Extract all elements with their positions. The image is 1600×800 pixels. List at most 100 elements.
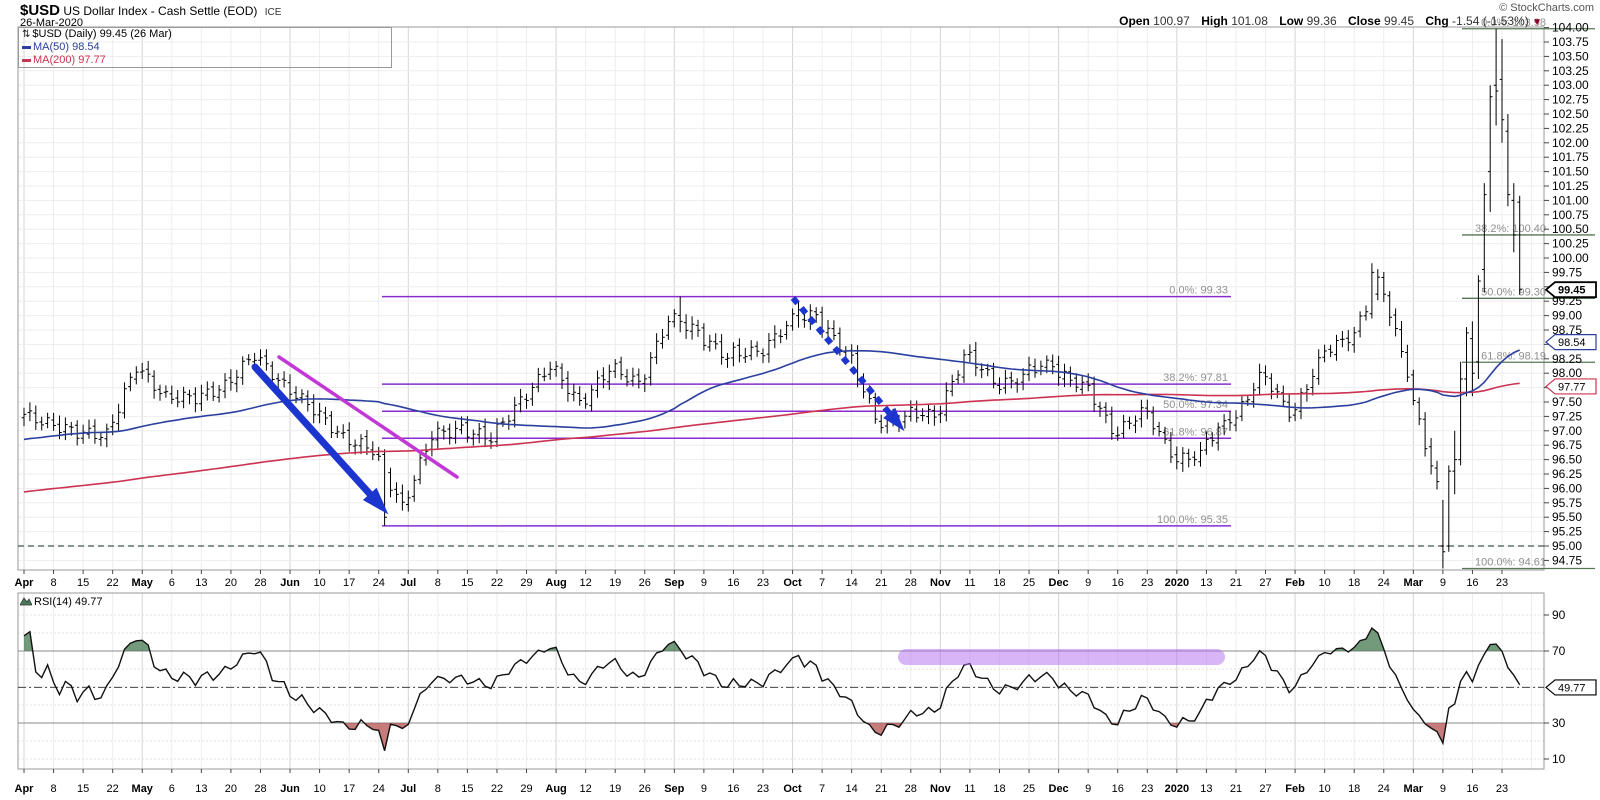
svg-text:24: 24: [373, 577, 385, 589]
svg-text:15: 15: [77, 783, 89, 795]
svg-text:13: 13: [195, 783, 207, 795]
svg-text:Feb: Feb: [1285, 577, 1305, 589]
close-value: 99.45: [1384, 14, 1415, 28]
down-triangle-icon: ▼: [1532, 17, 1542, 28]
fib-retracement-green: 0.0%: 103.98 38.2%: 100.40 50.0%: 99.30 61.…: [1462, 17, 1595, 570]
svg-text:22: 22: [491, 783, 503, 795]
may-june-decline-arrow: [251, 363, 382, 507]
copyright: © StockCharts.com: [1499, 2, 1594, 14]
svg-text:10: 10: [313, 577, 325, 589]
svg-text:29: 29: [520, 577, 532, 589]
svg-text:96.25: 96.25: [1552, 467, 1582, 481]
svg-text:95.50: 95.50: [1552, 510, 1582, 524]
rsi-value-badge: [1545, 679, 1597, 696]
svg-text:9: 9: [701, 577, 707, 589]
svg-text:9: 9: [1085, 577, 1091, 589]
svg-text:24: 24: [1378, 577, 1390, 589]
ma200: [23, 382, 1520, 493]
svg-text:Nov: Nov: [930, 577, 952, 589]
svg-text:0.0%: 99.33: 0.0%: 99.33: [1169, 285, 1228, 297]
svg-text:103.75: 103.75: [1552, 35, 1589, 49]
ma200-value-badge: [1545, 378, 1597, 395]
svg-text:96.00: 96.00: [1552, 481, 1582, 495]
ma50-swatch-icon: [22, 45, 31, 49]
instrument-label: $USD (Daily) 99.45 (26 Mar): [32, 28, 172, 40]
svg-text:12: 12: [580, 783, 592, 795]
svg-text:18: 18: [993, 783, 1005, 795]
svg-text:13: 13: [195, 577, 207, 589]
svg-text:99.45: 99.45: [1558, 285, 1586, 297]
ma200-swatch-icon: [22, 58, 31, 62]
svg-text:97.77: 97.77: [1558, 381, 1586, 393]
svg-text:19: 19: [609, 783, 621, 795]
svg-text:95.75: 95.75: [1552, 496, 1582, 510]
svg-text:Nov: Nov: [930, 783, 952, 795]
svg-text:28: 28: [254, 783, 266, 795]
svg-text:Dec: Dec: [1049, 783, 1069, 795]
svg-text:38.2%: 100.40: 38.2%: 100.40: [1475, 223, 1546, 235]
svg-text:28: 28: [905, 783, 917, 795]
svg-text:102.75: 102.75: [1552, 93, 1589, 107]
chart-title: US Dollar Index - Cash Settle (EOD): [63, 4, 258, 18]
svg-text:23: 23: [1496, 783, 1508, 795]
svg-text:8: 8: [50, 783, 56, 795]
svg-text:104.00: 104.00: [1552, 21, 1589, 35]
svg-text:7: 7: [819, 577, 825, 589]
chart-header: $USD US Dollar Index - Cash Settle (EOD)…: [20, 2, 281, 19]
svg-text:2020: 2020: [1165, 577, 1189, 589]
exchange: ICE: [264, 7, 282, 18]
rsi-overbought-fill: [24, 628, 1520, 651]
svg-text:Apr: Apr: [15, 577, 35, 589]
svg-text:11: 11: [964, 783, 975, 795]
svg-text:14: 14: [846, 577, 858, 589]
svg-text:16: 16: [1112, 577, 1124, 589]
svg-text:23: 23: [757, 577, 769, 589]
svg-text:103.50: 103.50: [1552, 49, 1589, 63]
open-label: Open: [1119, 14, 1150, 28]
svg-text:100.25: 100.25: [1552, 237, 1589, 251]
chg-label: Chg: [1425, 14, 1449, 28]
svg-text:25: 25: [1023, 783, 1035, 795]
svg-text:Jul: Jul: [400, 577, 416, 589]
svg-text:Mar: Mar: [1404, 783, 1424, 795]
svg-text:24: 24: [373, 783, 385, 795]
svg-text:Feb: Feb: [1285, 783, 1305, 795]
svg-text:May: May: [132, 783, 154, 795]
svg-text:9: 9: [1440, 577, 1446, 589]
high-value: 101.08: [1231, 14, 1268, 28]
svg-text:9: 9: [1085, 783, 1091, 795]
svg-text:Aug: Aug: [545, 783, 566, 795]
svg-text:25: 25: [1023, 577, 1035, 589]
svg-text:22: 22: [107, 783, 119, 795]
svg-text:10: 10: [1552, 752, 1566, 766]
chart-date: 26-Mar-2020: [20, 17, 83, 29]
svg-text:Dec: Dec: [1049, 577, 1069, 589]
svg-text:20: 20: [225, 577, 237, 589]
price-legend: ⇅ $USD (Daily) 99.45 (26 Mar) MA(50) 98.5…: [18, 27, 392, 68]
svg-text:100.0%: 94.61: 100.0%: 94.61: [1475, 556, 1546, 568]
svg-text:26: 26: [639, 577, 651, 589]
svg-text:90: 90: [1552, 608, 1566, 622]
svg-text:16: 16: [1112, 783, 1124, 795]
svg-text:23: 23: [1496, 577, 1508, 589]
svg-text:12: 12: [580, 577, 592, 589]
svg-text:22: 22: [107, 577, 119, 589]
svg-text:Oct: Oct: [783, 577, 802, 589]
svg-text:21: 21: [875, 577, 887, 589]
svg-text:9: 9: [1440, 783, 1446, 795]
svg-text:96.75: 96.75: [1552, 438, 1582, 452]
rsi-legend: RSI(14) 49.77: [19, 596, 102, 608]
svg-text:102.25: 102.25: [1552, 121, 1589, 135]
svg-text:10: 10: [1319, 783, 1331, 795]
ma50-value-badge: [1545, 333, 1597, 351]
svg-text:10: 10: [313, 783, 325, 795]
last-price-badge: [1544, 281, 1597, 299]
ma50-line: [23, 349, 1521, 441]
svg-text:96.50: 96.50: [1552, 453, 1582, 467]
svg-text:2020: 2020: [1165, 783, 1189, 795]
svg-text:61.8%: 98.19: 61.8%: 98.19: [1481, 350, 1546, 362]
svg-text:29: 29: [520, 783, 532, 795]
svg-text:Aug: Aug: [545, 577, 566, 589]
